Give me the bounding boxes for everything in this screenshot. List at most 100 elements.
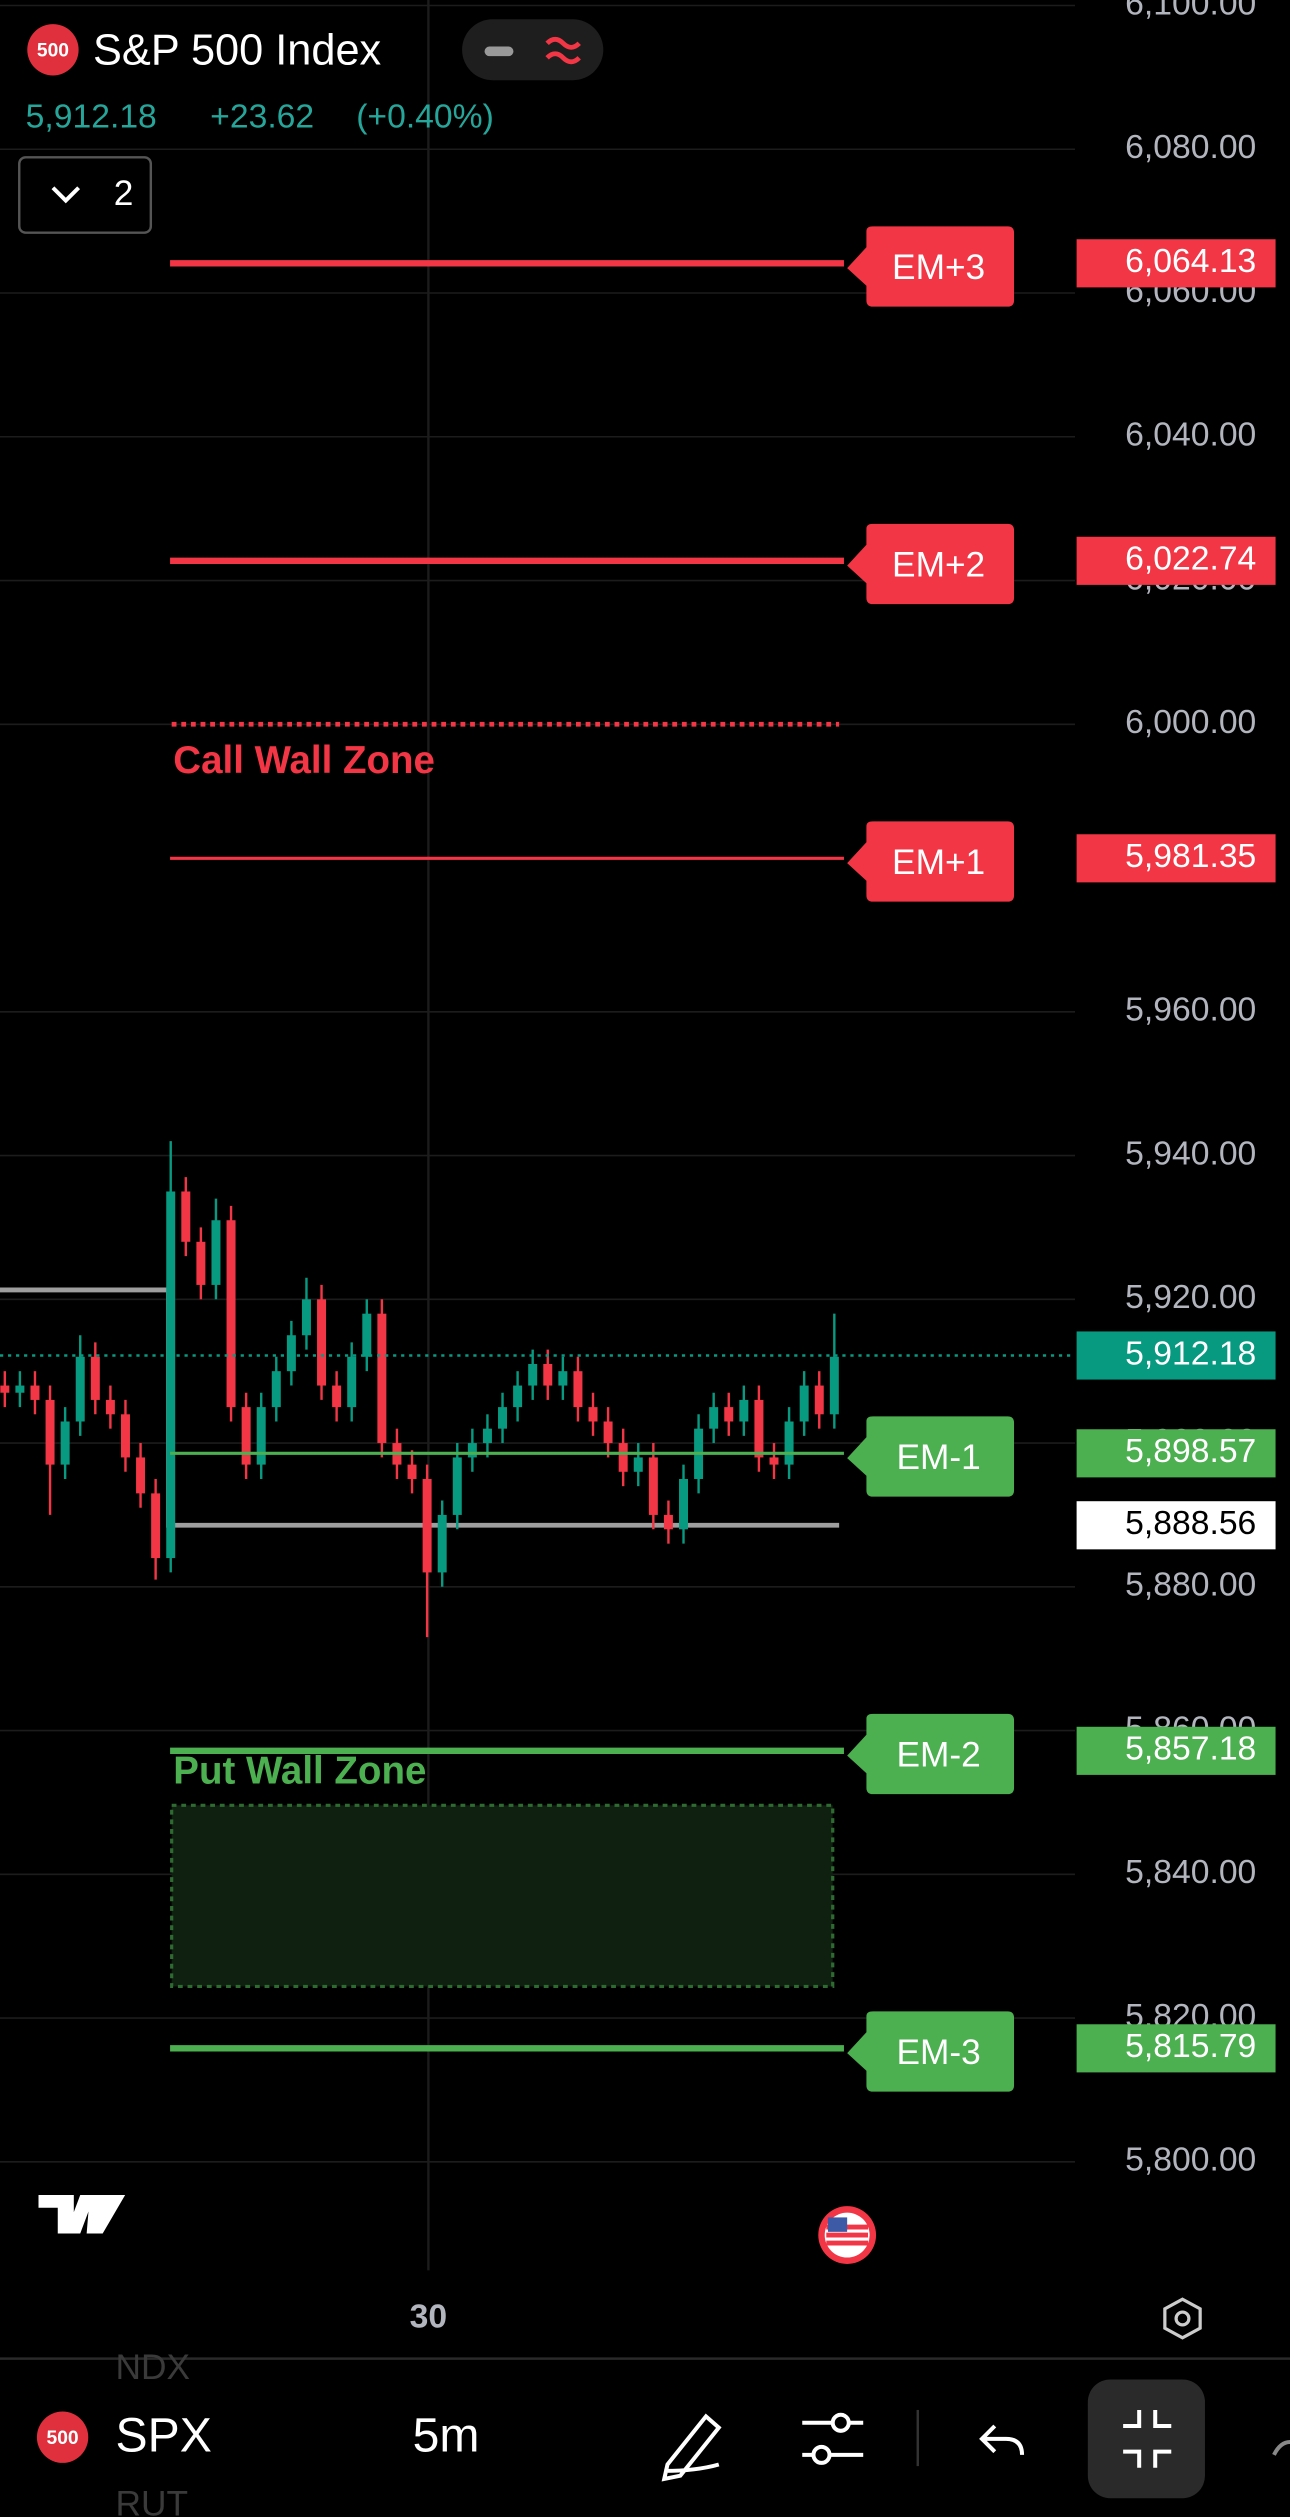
candle-body — [0, 1385, 10, 1393]
price-badge — [1076, 2024, 1276, 2073]
price: 5,912.18 — [26, 99, 157, 136]
change-pct: (+0.40%) — [356, 99, 494, 136]
candle-body — [709, 1407, 719, 1429]
x-tick-label: 30 — [410, 2298, 447, 2335]
candle-body — [196, 1241, 206, 1285]
level-badge — [847, 2011, 1015, 2092]
candle-body — [528, 1363, 538, 1386]
symbol-icon[interactable] — [27, 24, 79, 76]
candle-body — [739, 1399, 749, 1422]
candle-body — [377, 1313, 387, 1444]
candle-body — [347, 1356, 357, 1408]
price-badge — [1076, 1429, 1276, 1478]
price-badge-label: 6,022.74 — [1125, 541, 1256, 578]
fullscreen-button[interactable] — [1087, 2379, 1205, 2499]
price-badge-label: 5,981.35 — [1125, 838, 1256, 875]
put-wall-zone — [170, 1803, 835, 1989]
symbol-title[interactable]: S&P 500 Index — [93, 26, 382, 74]
level-badge — [847, 821, 1015, 902]
symbol-icon-text: 500 — [37, 40, 69, 61]
settings-icon[interactable] — [1163, 2297, 1202, 2340]
candle-body — [799, 1385, 809, 1422]
price-badge-label: 5,912.18 — [1125, 1335, 1256, 1372]
toggle-pill[interactable] — [462, 19, 604, 81]
y-tick-label: 6,040.00 — [1125, 417, 1256, 454]
candle-body — [30, 1385, 40, 1400]
candle-body — [663, 1514, 673, 1530]
watchlist-item: RUT — [116, 2485, 189, 2517]
candle-body — [317, 1299, 327, 1386]
candle-body — [166, 1191, 176, 1559]
layout-button[interactable] — [18, 156, 153, 234]
price-badge-label: 5,857.18 — [1125, 1731, 1256, 1768]
symbol-button[interactable]: SPX — [116, 2409, 212, 2463]
y-tick-label: 5,800.00 — [1125, 2142, 1256, 2179]
candle-body — [332, 1385, 342, 1408]
y-tick-label: 6,100.00 — [1125, 0, 1256, 22]
candle-body — [136, 1457, 146, 1494]
candle-body — [90, 1356, 100, 1400]
indicator-icon — [545, 36, 581, 65]
candle-body — [558, 1371, 568, 1386]
interval-button[interactable]: 5m — [413, 2409, 480, 2463]
candle-body — [724, 1407, 734, 1422]
y-tick-label: 5,940.00 — [1125, 1135, 1256, 1172]
price-badge — [1076, 834, 1276, 883]
candle-body — [256, 1407, 266, 1465]
call-wall-label: Call Wall Zone — [173, 739, 435, 782]
layout-count: 2 — [114, 174, 134, 213]
level-badge — [847, 1713, 1015, 1795]
candle-body — [226, 1220, 236, 1408]
candle-body — [211, 1220, 221, 1285]
y-tick-label: 6,000.00 — [1125, 704, 1256, 741]
price-badge-label: 5,815.79 — [1125, 2028, 1256, 2065]
symbol-icon[interactable] — [36, 2411, 89, 2463]
price-badge — [1076, 1726, 1276, 1775]
candle-body — [603, 1421, 613, 1444]
plot: 5,800.005,820.005,840.005,860.005,880.00… — [0, 0, 1276, 2335]
flag-canton — [827, 2217, 848, 2232]
candle-body — [543, 1363, 553, 1386]
settings-icon-center — [1174, 2310, 1191, 2327]
minus-icon — [484, 46, 514, 57]
price-badge-label: 5,898.57 — [1125, 1433, 1256, 1470]
y-tick-label: 5,920.00 — [1125, 1279, 1256, 1316]
candle-body — [573, 1371, 583, 1408]
candle-body — [271, 1371, 281, 1408]
indicators-knob — [811, 2444, 832, 2465]
candle-body — [679, 1478, 688, 1530]
candle-body — [588, 1407, 598, 1422]
y-tick-label: 5,960.00 — [1125, 992, 1256, 1029]
candle-body — [452, 1457, 462, 1515]
candle-body — [498, 1407, 508, 1429]
candle-body — [60, 1421, 70, 1465]
level-name: EM+2 — [892, 546, 985, 585]
level-badge — [847, 1416, 1015, 1497]
price-badge — [1076, 1501, 1276, 1550]
edge-icon — [1272, 2440, 1290, 2456]
candle-body — [829, 1356, 839, 1415]
drawing-tool-icon[interactable] — [661, 2413, 722, 2482]
level-badge — [847, 226, 1015, 307]
candle-body — [422, 1478, 432, 1573]
chevron-icon — [51, 186, 81, 204]
undo-icon[interactable] — [979, 2424, 1025, 2455]
level-name: EM+1 — [892, 843, 985, 882]
price-badge — [1076, 536, 1276, 585]
candle-body — [754, 1399, 764, 1458]
candle-body — [15, 1385, 25, 1393]
price-badge — [1076, 239, 1276, 288]
tradingview-logo[interactable] — [38, 2194, 126, 2234]
candle-body — [784, 1421, 794, 1465]
candle-body — [407, 1464, 417, 1479]
candle-body — [105, 1399, 115, 1415]
watchlist-item: NDX — [116, 2348, 191, 2387]
candle-body — [513, 1385, 523, 1408]
symbol-icon-text: 500 — [47, 2428, 79, 2449]
candle-body — [75, 1356, 85, 1422]
put-wall-label: Put Wall Zone — [173, 1749, 426, 1792]
level-name: EM-2 — [896, 1736, 980, 1775]
candle-body — [467, 1443, 477, 1458]
